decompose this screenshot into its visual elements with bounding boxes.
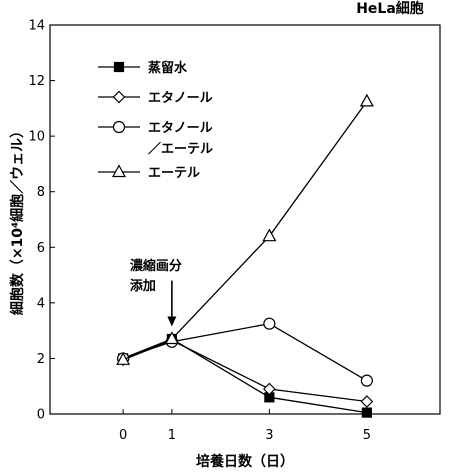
data-point — [263, 317, 276, 330]
x-tick-label: 5 — [363, 428, 371, 443]
series-line — [122, 101, 368, 361]
data-point — [360, 374, 373, 387]
data-point — [164, 331, 179, 345]
x-tick-label: 3 — [265, 428, 273, 443]
annotation-line-2: 添加 — [130, 278, 156, 294]
y-tick-label: 12 — [28, 74, 45, 89]
series-line — [122, 339, 367, 403]
data-point — [262, 228, 277, 242]
annotation-arrow-head — [167, 316, 177, 327]
x-tick-label: 1 — [168, 428, 176, 443]
legend-item-1: エタノール — [98, 90, 213, 106]
legend-marker — [112, 120, 126, 134]
legend-label: エーテル — [148, 166, 200, 181]
y-tick-label: 2 — [37, 352, 45, 367]
series-2 — [117, 317, 373, 387]
legend-label: ／エーテル — [148, 141, 213, 157]
legend-item-2: エタノール ／エーテル — [98, 120, 213, 157]
y-axis-title: 細胞数（×10⁴細胞／ウェル） — [9, 124, 26, 315]
legend-marker — [111, 164, 127, 178]
data-point — [116, 352, 131, 365]
series-3 — [116, 93, 374, 365]
x-tick-label: 0 — [119, 428, 127, 443]
y-axis: 0 2 4 6 8 10 12 14 — [28, 19, 55, 423]
legend-item-3: エーテル — [98, 164, 200, 181]
x-axis-title: 培養日数（日） — [196, 453, 294, 470]
series-line — [122, 323, 368, 382]
chart-subtitle: HeLa細胞 — [356, 0, 424, 17]
data-point — [359, 93, 374, 107]
y-tick-label: 6 — [37, 241, 45, 256]
data-point — [360, 395, 374, 408]
plot-frame — [49, 24, 441, 415]
y-tick-label: 0 — [37, 408, 45, 423]
legend-label: 蒸留水 — [148, 60, 188, 76]
legend-label: エタノール — [148, 121, 213, 136]
series-layer — [116, 93, 374, 418]
annotation-line-1: 濃縮画分 — [130, 258, 182, 274]
legend-marker — [113, 61, 125, 73]
y-tick-label: 14 — [28, 19, 45, 34]
y-tick-label: 10 — [28, 130, 45, 145]
legend-item-0: 蒸留水 — [98, 60, 188, 76]
legend-label: エタノール — [148, 91, 213, 106]
series-line — [122, 338, 367, 414]
y-tick-label: 4 — [37, 296, 45, 311]
y-tick-label: 8 — [37, 185, 45, 200]
data-point — [361, 407, 372, 418]
data-point — [263, 382, 276, 396]
legend-marker — [112, 90, 126, 104]
